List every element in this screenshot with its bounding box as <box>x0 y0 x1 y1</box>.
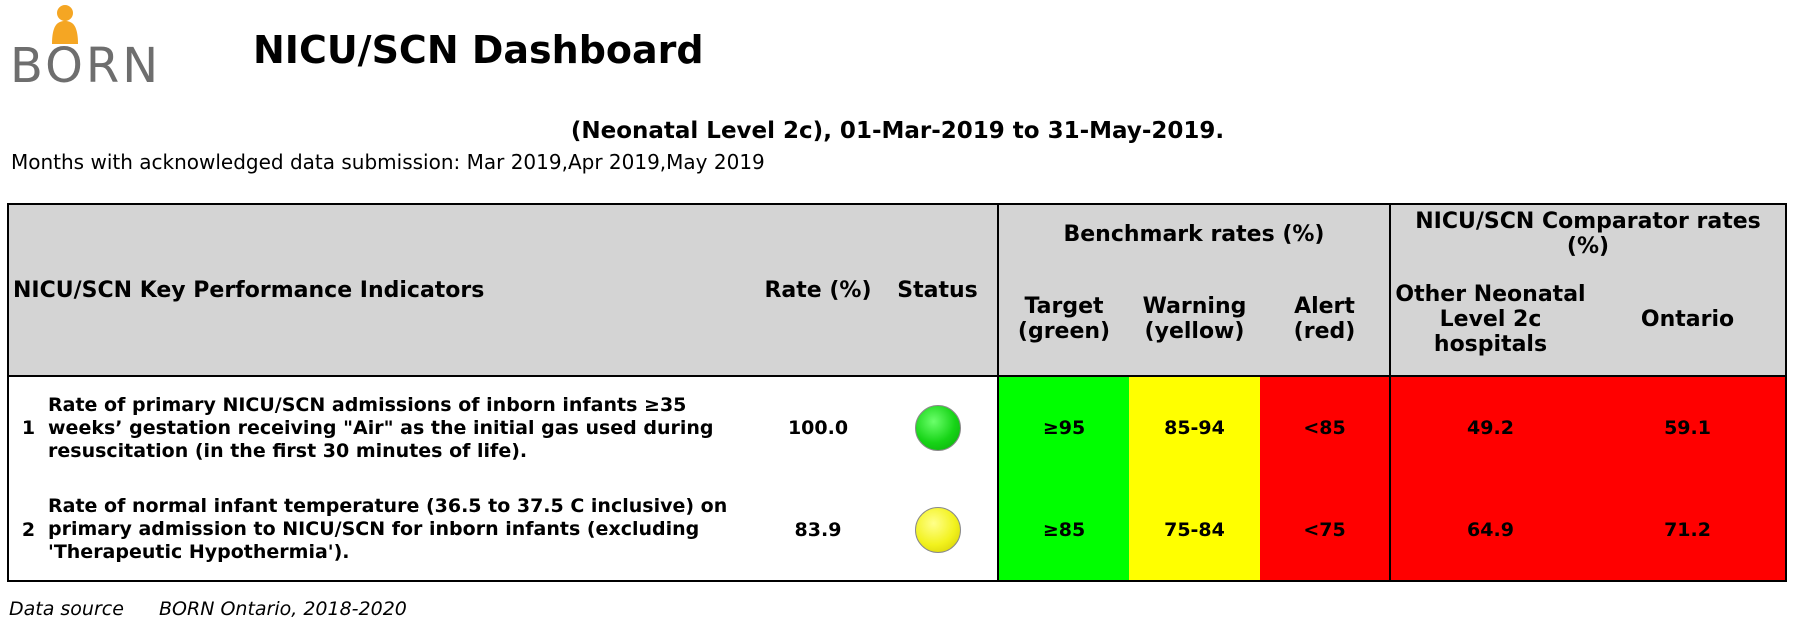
header-indicators: NICU/SCN Key Performance Indicators <box>8 204 758 377</box>
table-row: 1 Rate of primary NICU/SCN admissions of… <box>8 376 1787 479</box>
ontario-rate: 59.1 <box>1590 376 1787 479</box>
alert-cell: <75 <box>1260 479 1390 581</box>
alert-cell: <85 <box>1260 376 1390 479</box>
row-number: 1 <box>21 417 36 439</box>
data-source-value: BORN Ontario, 2018-2020 <box>159 598 407 620</box>
row-number: 2 <box>21 518 36 541</box>
warning-cell: 85-94 <box>1129 376 1260 479</box>
header-rate: Rate (%) <box>758 204 878 377</box>
data-source-label: Data source <box>9 598 124 620</box>
status-yellow-icon <box>914 506 961 553</box>
status-cell <box>878 479 998 581</box>
report-subtitle: (Neonatal Level 2c), 01-Mar-2019 to 31-M… <box>570 118 1225 144</box>
header-other-hospitals: Other Neonatal Level 2c hospitals <box>1389 263 1590 377</box>
header-alert: Alert (red) <box>1260 263 1390 377</box>
status-green-icon <box>914 405 961 451</box>
page-title: NICU/SCN Dashboard <box>253 28 704 72</box>
header-target: Target (green) <box>997 263 1129 377</box>
status-cell <box>878 376 998 479</box>
other-hospitals-rate: 49.2 <box>1389 376 1590 479</box>
header-benchmark-group: Benchmark rates (%) <box>997 204 1390 263</box>
target-cell: ≥95 <box>997 376 1129 479</box>
other-hospitals-rate: 64.9 <box>1389 479 1590 581</box>
header-ontario: Ontario <box>1590 263 1787 377</box>
data-source-footer: Data source BORN Ontario, 2018-2020 <box>9 598 407 620</box>
logo-wordmark: BORN <box>10 38 162 94</box>
rate-value: 83.9 <box>794 518 842 541</box>
ontario-rate: 71.2 <box>1590 479 1787 581</box>
header-comparator-group: NICU/SCN Comparator rates (%) <box>1388 204 1787 263</box>
warning-cell: 75-84 <box>1129 479 1260 581</box>
rate-value: 100.0 <box>787 417 849 439</box>
indicator-description: Rate of primary NICU/SCN admissions of i… <box>48 393 714 462</box>
target-cell: ≥85 <box>997 479 1129 581</box>
header-warning: Warning (yellow) <box>1129 263 1260 377</box>
table-row: 2 Rate of normal infant temperature (36.… <box>8 479 1787 581</box>
months-submitted: Months with acknowledged data submission… <box>11 150 765 174</box>
born-logo-figure-icon <box>52 5 78 44</box>
born-logo: BORN <box>10 4 160 94</box>
header-status: Status <box>878 204 998 377</box>
indicator-description: Rate of normal infant temperature (36.5 … <box>48 495 728 563</box>
kpi-table: NICU/SCN Key Performance Indicators Rate… <box>7 203 1788 582</box>
